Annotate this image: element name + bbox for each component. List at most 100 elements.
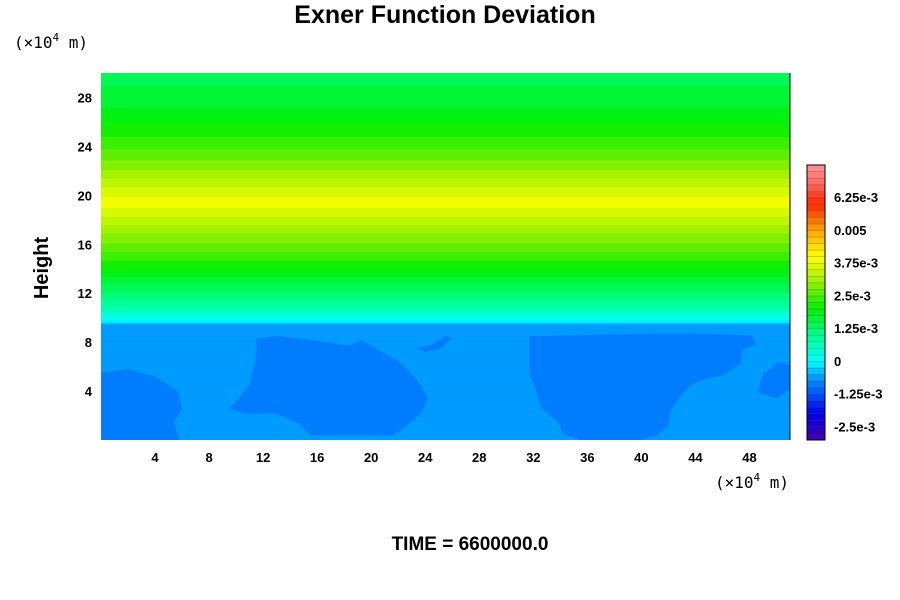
contour-band <box>101 274 790 277</box>
contour-band <box>101 273 790 276</box>
contour-band <box>101 396 790 399</box>
contour-band <box>101 203 790 206</box>
contour-band <box>101 372 790 375</box>
contour-band <box>101 434 790 437</box>
contour-band <box>101 95 790 98</box>
contour-band <box>101 426 790 429</box>
colorbar-swatch <box>806 393 826 401</box>
colorbar-tick-label: 6.25e-3 <box>834 190 878 205</box>
colorbar-swatch <box>806 171 826 179</box>
contour-band <box>101 191 790 194</box>
contour-band <box>101 363 790 366</box>
contour-band <box>101 176 790 179</box>
contour-band <box>101 149 790 152</box>
colorbar-swatch <box>806 413 826 421</box>
contour-band <box>101 211 790 215</box>
contour-band <box>101 177 790 180</box>
contour-band <box>101 307 790 310</box>
contour-band <box>101 391 790 395</box>
contour-band <box>101 183 790 187</box>
contour-band <box>101 262 790 265</box>
colorbar-swatch <box>806 387 826 395</box>
low-value-region <box>757 361 790 399</box>
contour-band <box>101 174 790 177</box>
contour-band <box>101 104 790 107</box>
contour-band <box>101 189 790 193</box>
contour-band <box>101 401 790 404</box>
colorbar-swatch <box>806 256 826 264</box>
contour-band <box>101 171 790 174</box>
contour-band <box>101 356 790 359</box>
contour-band <box>101 428 790 431</box>
contour-band <box>101 123 790 127</box>
colorbar-swatch <box>806 367 826 375</box>
contour-band <box>101 429 790 432</box>
y-tick-label: 16 <box>78 237 92 252</box>
y-tick-label: 24 <box>78 139 93 154</box>
contour-band <box>101 362 790 365</box>
contour-band <box>101 126 790 129</box>
colorbar-swatch <box>806 269 826 277</box>
contour-band <box>101 393 790 396</box>
contour-band <box>101 240 790 243</box>
time-label: TIME = 6600000.0 <box>392 534 549 555</box>
x-tick-label: 36 <box>580 450 594 465</box>
contour-band <box>101 433 790 436</box>
colorbar-swatch <box>806 433 826 441</box>
contour-band <box>101 192 790 195</box>
colorbar-swatch <box>806 374 826 382</box>
contour-band <box>101 415 790 418</box>
contour-band <box>101 216 790 220</box>
contour-band <box>101 287 790 291</box>
contour-band <box>101 348 790 352</box>
y-tick-label: 8 <box>85 335 92 350</box>
colorbar-swatch <box>806 243 826 251</box>
x-tick-label: 12 <box>256 450 270 465</box>
contour-band <box>101 311 790 314</box>
contour-band <box>101 374 790 377</box>
x-tick-label: 48 <box>742 450 756 465</box>
contour-band <box>101 180 790 183</box>
contour-band <box>101 114 790 117</box>
contour-band <box>101 142 790 145</box>
contour-band <box>101 197 790 200</box>
colorbar-swatch <box>806 361 826 369</box>
contour-band <box>101 306 790 309</box>
contour-band <box>101 355 790 358</box>
contour-band <box>101 324 790 327</box>
contour-band <box>101 375 790 379</box>
contour-band <box>101 187 790 190</box>
contour-band <box>101 435 790 439</box>
contour-band <box>101 165 790 168</box>
colorbar-swatch <box>806 400 826 408</box>
colorbar-swatch <box>806 190 826 198</box>
x-unit-label: (×104 m) <box>715 471 789 492</box>
contour-band <box>101 129 790 133</box>
contour-band <box>101 424 790 428</box>
colorbar-swatch <box>806 249 826 257</box>
contour-band <box>101 220 790 223</box>
contour-band <box>101 383 790 386</box>
contour-band <box>101 410 790 413</box>
contour-band <box>101 236 790 239</box>
contour-band <box>101 158 790 161</box>
contour-band <box>101 233 790 237</box>
colorbar-swatch <box>806 348 826 356</box>
contour-band <box>101 280 790 283</box>
contour-band <box>101 345 790 348</box>
contour-band <box>101 368 790 371</box>
contour-band <box>101 278 790 281</box>
colorbar-swatch <box>806 407 826 415</box>
colorbar-tick-label: -1.25e-3 <box>834 387 882 402</box>
contour-band <box>101 147 790 150</box>
contour-band <box>101 196 790 199</box>
contour-band <box>101 186 790 189</box>
contour-band <box>101 103 790 106</box>
contour-band <box>101 366 790 369</box>
x-tick-label: 44 <box>688 450 703 465</box>
x-axis-ticks: 4 8 12 16 20 24 28 32 36 40 44 48 <box>151 450 756 465</box>
contour-band <box>101 407 790 410</box>
contour-band <box>101 160 790 163</box>
contour-band <box>101 154 790 157</box>
colorbar-tick-label: 2.5e-3 <box>834 288 871 303</box>
